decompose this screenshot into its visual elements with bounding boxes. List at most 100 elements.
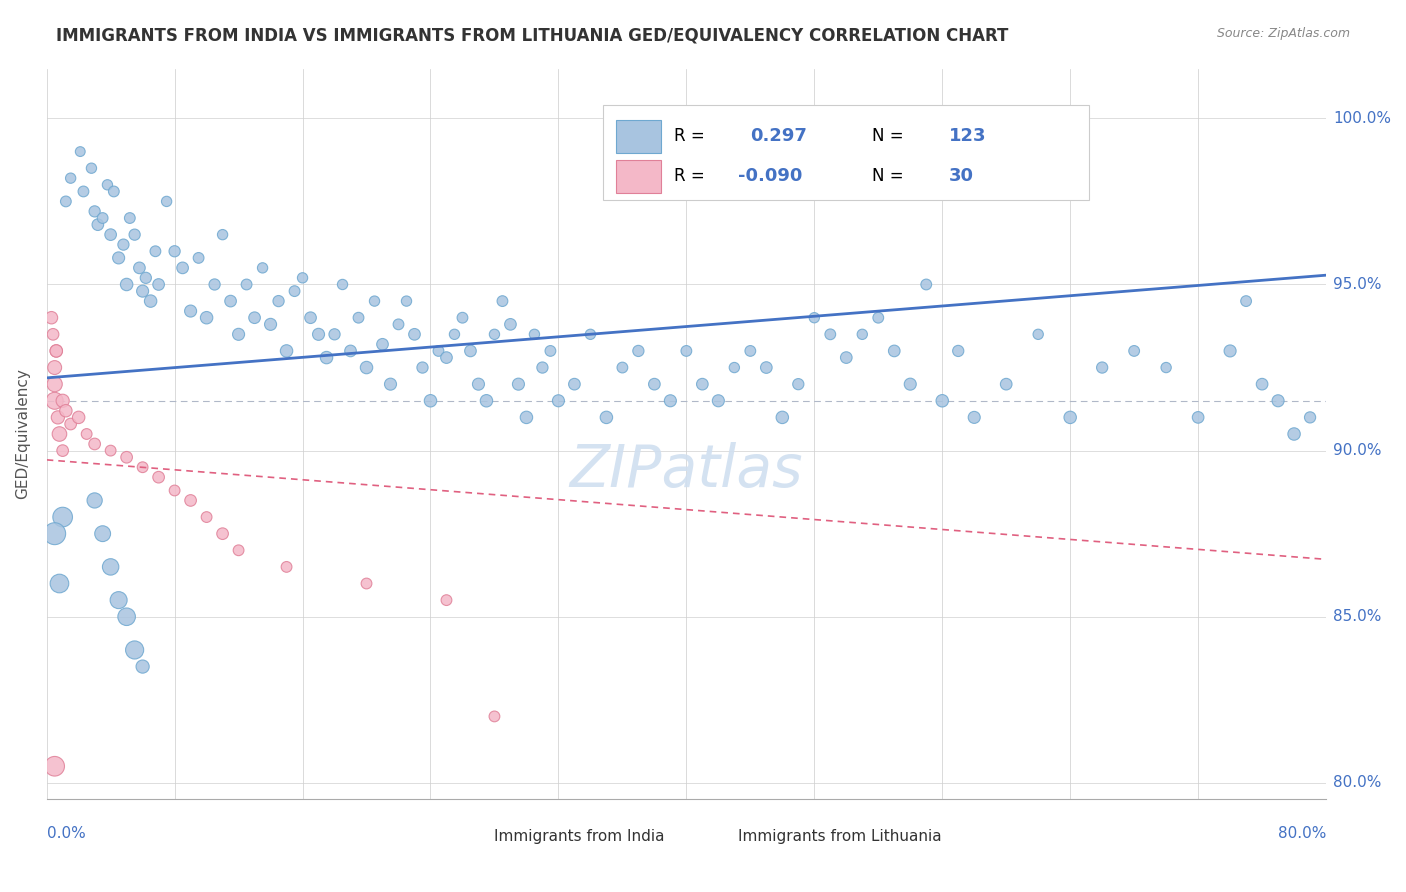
Point <box>508 377 530 392</box>
Point <box>87 218 110 232</box>
Point <box>69 145 91 159</box>
Point <box>515 410 537 425</box>
Point <box>1026 327 1049 342</box>
Point <box>531 360 554 375</box>
Point <box>44 526 66 541</box>
Point <box>187 251 209 265</box>
Point <box>211 227 233 242</box>
Point <box>371 337 394 351</box>
Point <box>308 327 330 342</box>
Point <box>755 360 778 375</box>
Point <box>83 204 105 219</box>
Text: IMMIGRANTS FROM INDIA VS IMMIGRANTS FROM LITHUANIA GED/EQUIVALENCY CORRELATION C: IMMIGRANTS FROM INDIA VS IMMIGRANTS FROM… <box>56 27 1008 45</box>
Point <box>228 543 250 558</box>
Point <box>427 343 450 358</box>
Point <box>45 343 67 358</box>
Point <box>91 211 114 225</box>
Text: Immigrants from India: Immigrants from India <box>495 829 665 844</box>
Point <box>339 343 361 358</box>
Point <box>1123 343 1146 358</box>
Point <box>499 318 522 332</box>
Point <box>204 277 226 292</box>
Point <box>283 284 305 298</box>
Point <box>931 393 953 408</box>
Point <box>1234 294 1257 309</box>
Text: ZIPatlas: ZIPatlas <box>569 442 803 499</box>
Text: 80.0%: 80.0% <box>1278 826 1326 841</box>
Point <box>675 343 697 358</box>
Point <box>436 351 458 365</box>
Point <box>44 759 66 773</box>
Point <box>915 277 938 292</box>
Point <box>723 360 745 375</box>
Text: -0.090: -0.090 <box>738 167 801 185</box>
Point <box>332 277 354 292</box>
Point <box>131 659 153 673</box>
Point <box>41 310 63 325</box>
Point <box>100 227 122 242</box>
Point <box>124 643 146 657</box>
Point <box>770 410 793 425</box>
Point <box>707 393 730 408</box>
Point <box>1059 410 1081 425</box>
Point <box>180 304 202 318</box>
Point <box>395 294 418 309</box>
Point <box>52 510 75 524</box>
Point <box>963 410 986 425</box>
Point <box>787 377 810 392</box>
Point <box>252 260 274 275</box>
Text: 90.0%: 90.0% <box>1333 443 1382 458</box>
Text: 100.0%: 100.0% <box>1333 111 1391 126</box>
Point <box>148 277 170 292</box>
Point <box>898 377 921 392</box>
Text: 30: 30 <box>949 167 973 185</box>
Point <box>235 277 257 292</box>
Point <box>267 294 290 309</box>
Point <box>115 609 138 624</box>
Point <box>411 360 433 375</box>
Point <box>76 427 98 442</box>
Point <box>579 327 602 342</box>
Point <box>659 393 682 408</box>
Point <box>323 327 346 342</box>
Point <box>163 483 186 498</box>
Point <box>211 526 233 541</box>
Point <box>868 310 890 325</box>
Point <box>55 194 77 209</box>
Point <box>243 310 266 325</box>
Point <box>131 284 153 298</box>
Point <box>948 343 970 358</box>
Point <box>419 393 441 408</box>
Text: 0.297: 0.297 <box>751 127 807 145</box>
Point <box>67 410 90 425</box>
Point <box>100 560 122 574</box>
Text: N =: N = <box>872 167 908 185</box>
Point <box>740 343 762 358</box>
Point <box>180 493 202 508</box>
Point <box>107 251 129 265</box>
Y-axis label: GED/Equivalency: GED/Equivalency <box>15 368 30 500</box>
Point <box>564 377 586 392</box>
Text: 95.0%: 95.0% <box>1333 277 1382 292</box>
Point <box>1251 377 1274 392</box>
Text: Immigrants from Lithuania: Immigrants from Lithuania <box>738 829 941 844</box>
Point <box>1187 410 1209 425</box>
Point <box>1091 360 1114 375</box>
Point <box>276 560 298 574</box>
Point <box>52 443 75 458</box>
Point <box>128 260 150 275</box>
Point <box>44 360 66 375</box>
Point <box>172 260 194 275</box>
Text: Source: ZipAtlas.com: Source: ZipAtlas.com <box>1216 27 1350 40</box>
Point <box>276 343 298 358</box>
Point <box>1219 343 1241 358</box>
Text: N =: N = <box>872 127 908 145</box>
Point <box>155 194 177 209</box>
Point <box>467 377 489 392</box>
Point <box>163 244 186 259</box>
Point <box>91 526 114 541</box>
Point <box>491 294 513 309</box>
Point <box>259 318 281 332</box>
Point <box>1154 360 1177 375</box>
Point <box>475 393 498 408</box>
